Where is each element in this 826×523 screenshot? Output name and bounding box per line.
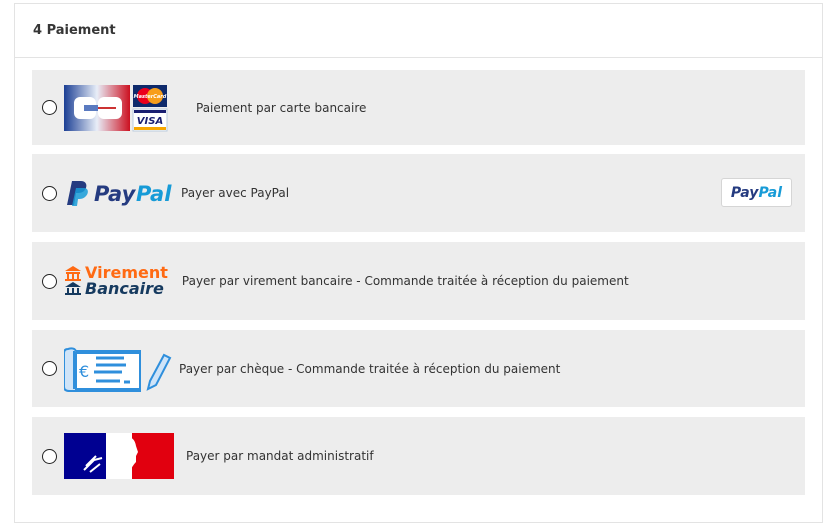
section-title: 4 Paiement	[33, 23, 116, 38]
cheque-icon: €	[64, 345, 172, 393]
option-label: Payer par virement bancaire - Commande t…	[181, 274, 629, 288]
svg-text:MasterCard: MasterCard	[134, 94, 167, 100]
paypal-logo: Pay Pal	[64, 179, 178, 207]
section-header: 4 Paiement	[15, 4, 822, 58]
radio-paypal[interactable]	[42, 185, 57, 201]
payment-option-virement[interactable]: Virement Bancaire Payer par virement ban…	[32, 242, 805, 320]
payment-option-paypal[interactable]: Pay Pal Payer avec PayPal Pay Pal	[32, 154, 805, 232]
bank-icon	[65, 266, 81, 295]
payment-option-cheque[interactable]: € Payer par chèque - Commande traitée à …	[32, 330, 805, 407]
svg-text:Pal: Pal	[136, 182, 172, 206]
svg-text:VISA: VISA	[137, 116, 163, 127]
svg-text:€: €	[79, 362, 89, 381]
bancaire-text: Bancaire	[85, 279, 164, 298]
paypal-button-pay: Pay	[730, 184, 759, 201]
radio-virement[interactable]	[42, 273, 57, 289]
paypal-button-pal: Pal	[758, 184, 783, 201]
radio-cheque[interactable]	[42, 361, 57, 376]
payment-option-mandat[interactable]: Payer par mandat administratif	[32, 417, 805, 495]
radio-card[interactable]	[42, 100, 57, 115]
option-label: Payer par chèque - Commande traitée à ré…	[179, 361, 561, 376]
option-label: Payer avec PayPal	[181, 186, 290, 200]
paypal-button[interactable]: Pay Pal	[721, 178, 792, 207]
payment-panel: 4 Paiement MasterCard VISA Paiement par …	[14, 3, 823, 523]
virement-bancaire-logo: Virement Bancaire	[64, 265, 168, 297]
marianne-logo	[64, 432, 174, 480]
radio-mandat[interactable]	[42, 448, 57, 464]
option-label: Payer par mandat administratif	[186, 449, 374, 463]
svg-text:Pay: Pay	[94, 182, 137, 206]
payment-option-card[interactable]: MasterCard VISA Paiement par carte banca…	[32, 70, 805, 145]
option-label: Paiement par carte bancaire	[196, 100, 367, 115]
virement-text: Virement	[85, 263, 168, 282]
cb-mastercard-visa-logo: MasterCard VISA	[64, 84, 168, 132]
